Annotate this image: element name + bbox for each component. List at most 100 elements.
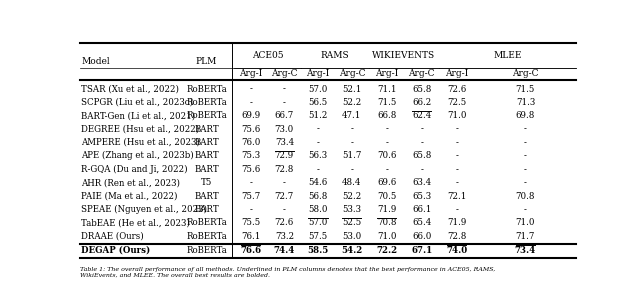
Text: -: -	[455, 178, 458, 187]
Text: APE (Zhang et al., 2023b): APE (Zhang et al., 2023b)	[81, 151, 194, 161]
Text: 52.2: 52.2	[342, 98, 362, 107]
Text: RoBERTa: RoBERTa	[186, 84, 227, 93]
Text: 67.1: 67.1	[411, 246, 433, 255]
Text: 62.4: 62.4	[412, 111, 431, 120]
Text: 58.5: 58.5	[307, 246, 329, 255]
Text: -: -	[420, 125, 423, 134]
Text: RoBERTa: RoBERTa	[186, 218, 227, 227]
Text: T5: T5	[201, 178, 212, 187]
Text: 71.1: 71.1	[377, 84, 397, 93]
Text: 70.6: 70.6	[377, 151, 396, 160]
Text: 51.7: 51.7	[342, 151, 362, 160]
Text: -: -	[455, 151, 458, 160]
Text: -: -	[420, 165, 423, 174]
Text: 56.3: 56.3	[308, 151, 328, 160]
Text: 76.0: 76.0	[241, 138, 260, 147]
Text: 76.6: 76.6	[240, 246, 261, 255]
Text: 74.4: 74.4	[274, 246, 295, 255]
Text: 57.0: 57.0	[308, 84, 328, 93]
Text: RoBERTa: RoBERTa	[186, 246, 227, 255]
Text: TabEAE (He et al., 2023): TabEAE (He et al., 2023)	[81, 218, 190, 227]
Text: 52.1: 52.1	[342, 84, 362, 93]
Text: 71.0: 71.0	[377, 232, 397, 241]
Text: 72.8: 72.8	[447, 232, 467, 241]
Text: AHR (Ren et al., 2023): AHR (Ren et al., 2023)	[81, 178, 180, 187]
Text: 73.0: 73.0	[275, 125, 294, 134]
Text: 53.3: 53.3	[342, 205, 362, 214]
Text: 72.9: 72.9	[275, 151, 294, 160]
Text: -: -	[317, 138, 319, 147]
Text: 75.7: 75.7	[241, 192, 260, 201]
Text: 71.9: 71.9	[447, 218, 467, 227]
Text: 66.2: 66.2	[412, 98, 431, 107]
Text: -: -	[249, 205, 252, 214]
Text: Arg-C: Arg-C	[512, 69, 539, 78]
Text: AMPERE (Hsu et al., 2023): AMPERE (Hsu et al., 2023)	[81, 138, 200, 147]
Text: 65.3: 65.3	[412, 192, 431, 201]
Text: 48.4: 48.4	[342, 178, 362, 187]
Text: RoBERTa: RoBERTa	[186, 232, 227, 241]
Text: 63.4: 63.4	[412, 178, 431, 187]
Text: 65.4: 65.4	[412, 218, 431, 227]
Text: 54.6: 54.6	[308, 178, 328, 187]
Text: 71.5: 71.5	[377, 98, 396, 107]
Text: -: -	[524, 205, 527, 214]
Text: -: -	[524, 151, 527, 160]
Text: 73.4: 73.4	[275, 138, 294, 147]
Text: -: -	[283, 178, 286, 187]
Text: -: -	[283, 84, 286, 93]
Text: 73.2: 73.2	[275, 232, 294, 241]
Text: Arg-C: Arg-C	[271, 69, 298, 78]
Text: 71.0: 71.0	[516, 218, 535, 227]
Text: SPEAE (Nguyen et al., 2023): SPEAE (Nguyen et al., 2023)	[81, 205, 207, 214]
Text: 74.0: 74.0	[446, 246, 467, 255]
Text: 71.3: 71.3	[516, 98, 535, 107]
Text: TSAR (Xu et al., 2022): TSAR (Xu et al., 2022)	[81, 84, 179, 93]
Text: BART: BART	[194, 205, 219, 214]
Text: DRAAE (Ours): DRAAE (Ours)	[81, 232, 144, 241]
Text: -: -	[524, 138, 527, 147]
Text: 54.2: 54.2	[341, 246, 362, 255]
Text: 72.2: 72.2	[376, 246, 397, 255]
Text: -: -	[385, 138, 388, 147]
Text: BART: BART	[194, 125, 219, 134]
Text: BART-Gen (Li et al., 2021): BART-Gen (Li et al., 2021)	[81, 111, 196, 120]
Text: 66.1: 66.1	[412, 205, 431, 214]
Text: -: -	[455, 165, 458, 174]
Text: -: -	[455, 125, 458, 134]
Text: 70.8: 70.8	[377, 218, 397, 227]
Text: 73.4: 73.4	[515, 246, 536, 255]
Text: Arg-I: Arg-I	[375, 69, 399, 78]
Text: BART: BART	[194, 192, 219, 201]
Text: Arg-I: Arg-I	[445, 69, 468, 78]
Text: 52.5: 52.5	[342, 218, 362, 227]
Text: -: -	[350, 165, 353, 174]
Text: 71.0: 71.0	[447, 111, 467, 120]
Text: DEGAP (Ours): DEGAP (Ours)	[81, 246, 151, 255]
Text: RoBERTa: RoBERTa	[186, 98, 227, 107]
Text: -: -	[385, 165, 388, 174]
Text: -: -	[524, 178, 527, 187]
Text: -: -	[249, 98, 252, 107]
Text: 57.5: 57.5	[308, 232, 328, 241]
Text: BART: BART	[194, 165, 219, 174]
Text: 56.5: 56.5	[308, 98, 328, 107]
Text: -: -	[524, 125, 527, 134]
Text: 70.5: 70.5	[377, 192, 396, 201]
Text: 71.7: 71.7	[516, 232, 535, 241]
Text: 72.8: 72.8	[275, 165, 294, 174]
Text: -: -	[524, 165, 527, 174]
Text: Arg-I: Arg-I	[239, 69, 262, 78]
Text: BART: BART	[194, 138, 219, 147]
Text: 66.8: 66.8	[377, 111, 396, 120]
Text: MLEE: MLEE	[493, 51, 522, 60]
Text: 69.8: 69.8	[516, 111, 535, 120]
Text: 53.0: 53.0	[342, 232, 362, 241]
Text: Arg-C: Arg-C	[339, 69, 365, 78]
Text: 72.6: 72.6	[275, 218, 294, 227]
Text: ACE05: ACE05	[252, 51, 284, 60]
Text: 75.5: 75.5	[241, 218, 260, 227]
Text: PLM: PLM	[196, 57, 217, 66]
Text: 72.1: 72.1	[447, 192, 467, 201]
Text: -: -	[249, 178, 252, 187]
